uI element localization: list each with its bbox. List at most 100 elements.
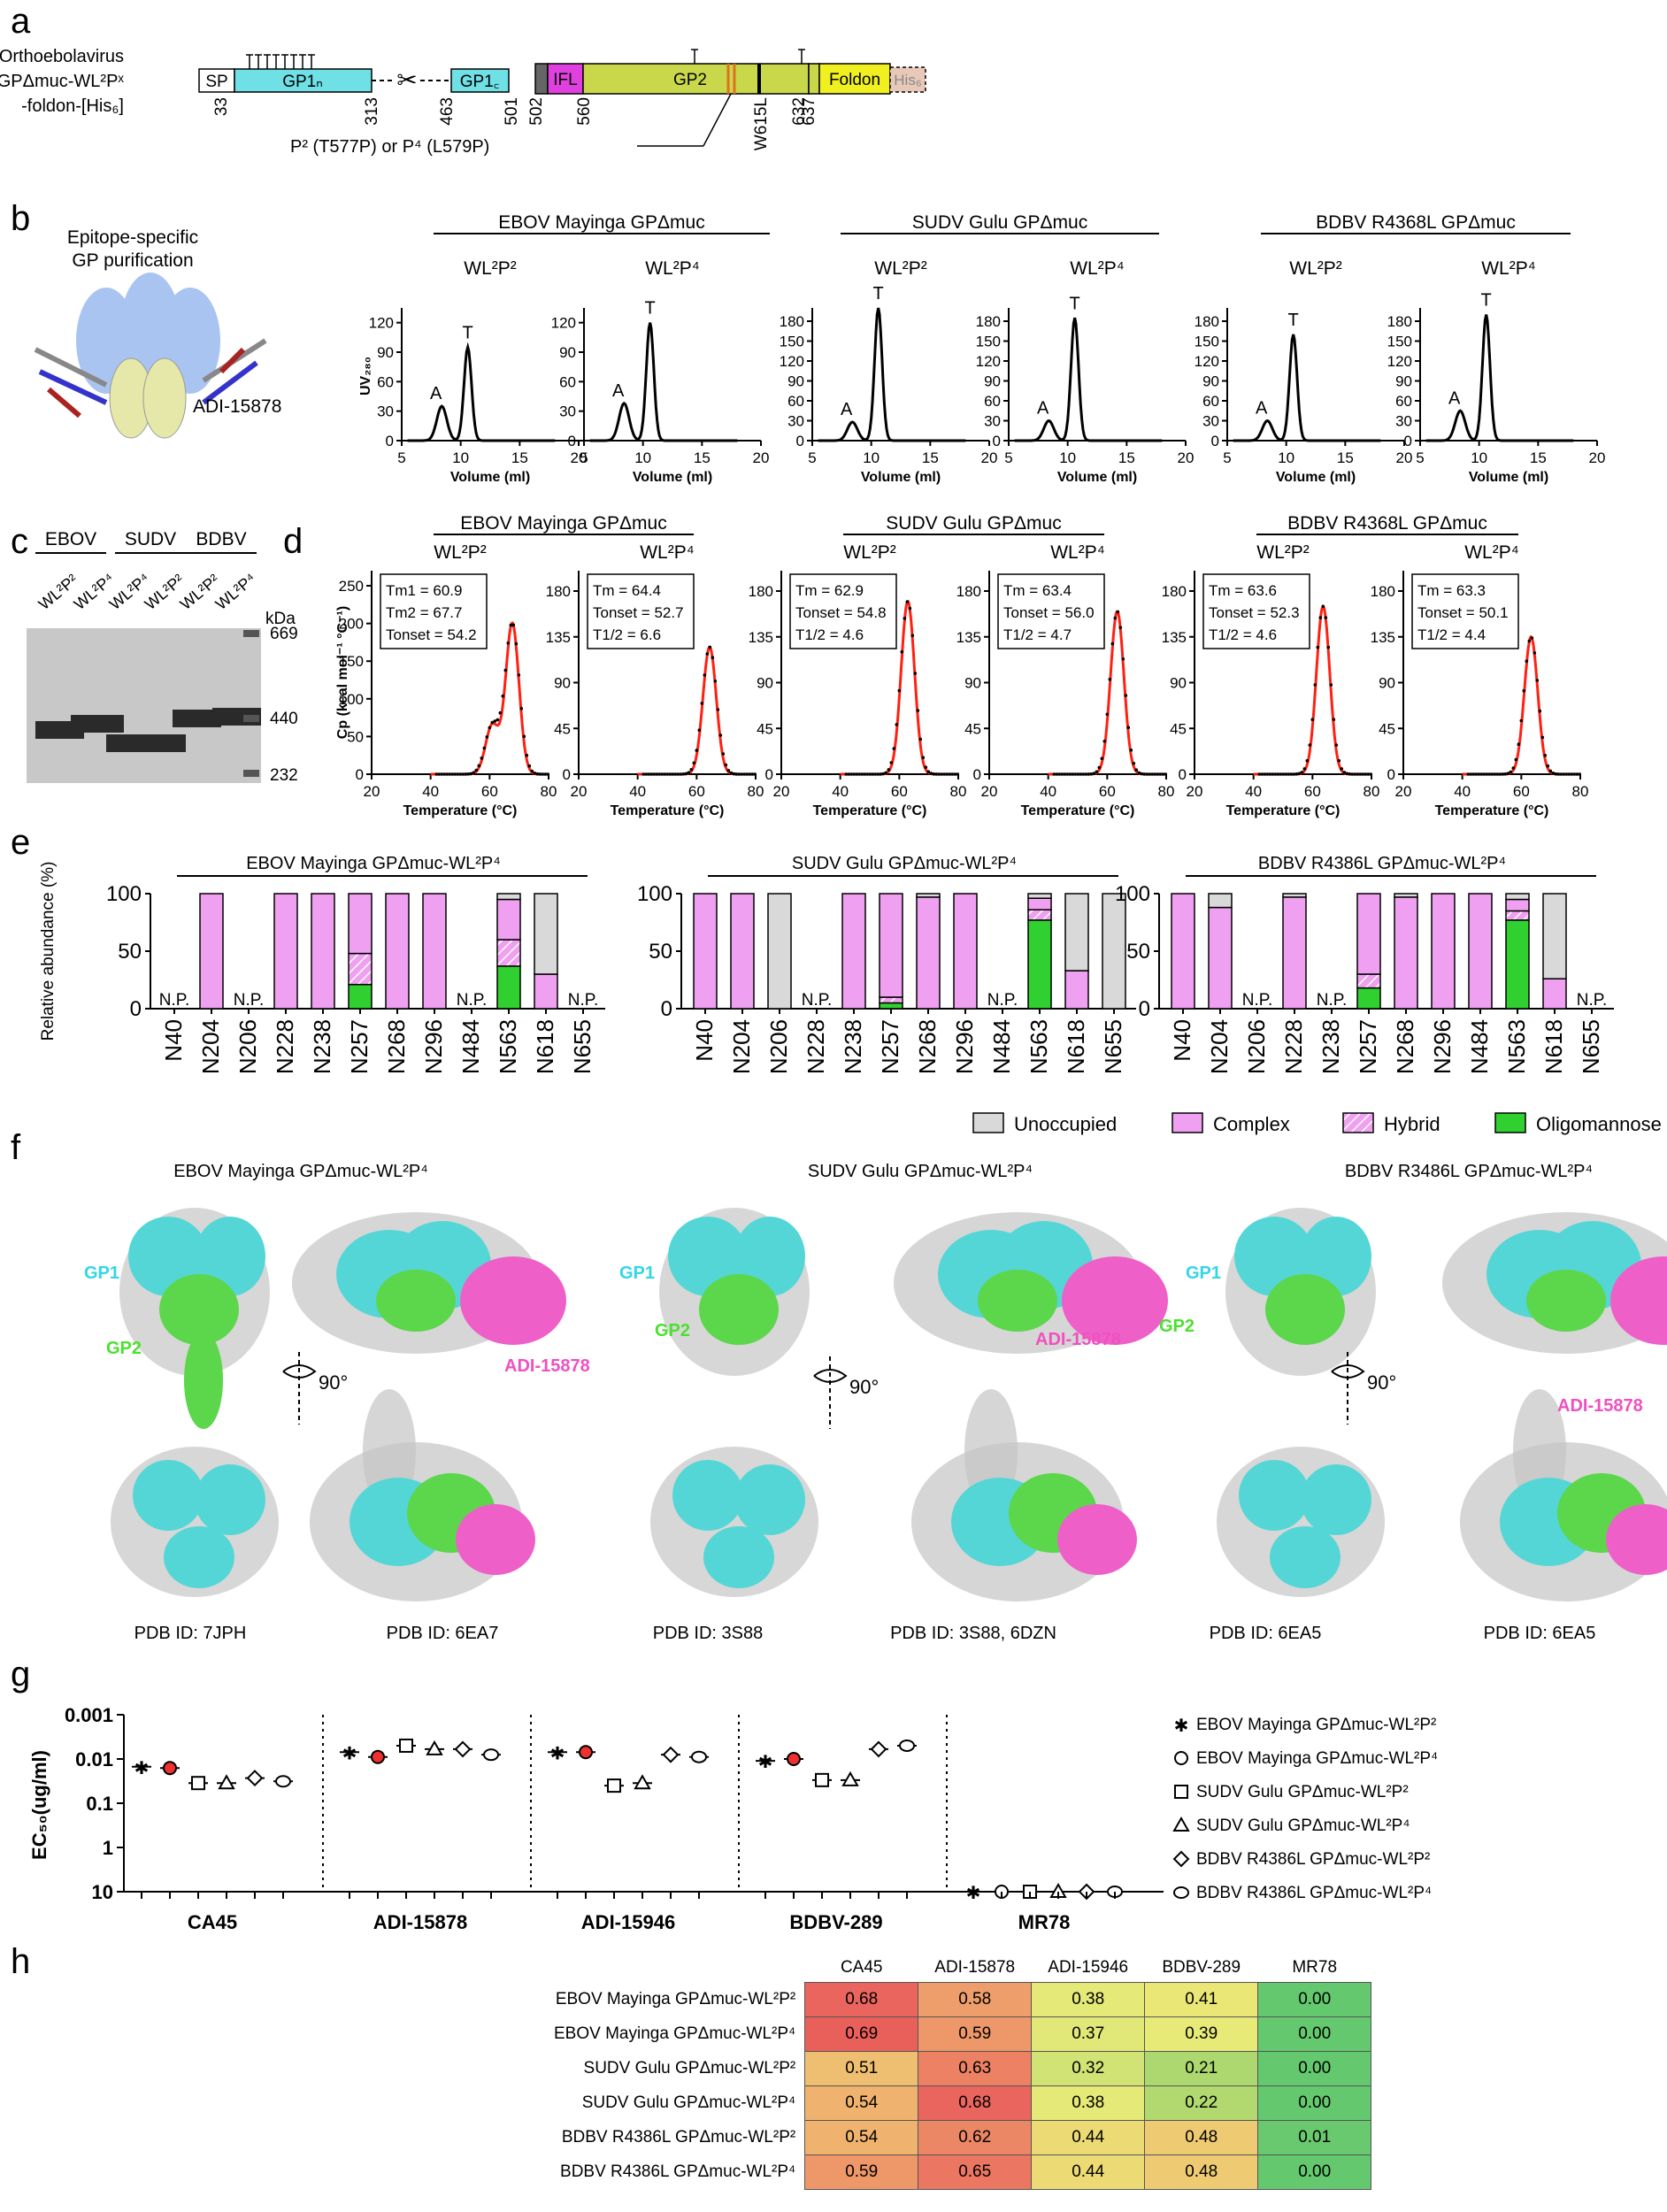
dsc-data-point <box>1164 772 1168 776</box>
y-tick-label: 180 <box>1371 583 1395 600</box>
dsc-data-point <box>1556 772 1561 776</box>
dsc-data-point <box>1273 772 1278 776</box>
x-tick-label: 60 <box>1099 783 1116 800</box>
heatmap-row: BDBV R4386L GPΔmuc-WL²P⁴ 0.59 0.65 0.44 0.48… <box>553 2154 1372 2190</box>
dsc-data-point <box>713 680 718 683</box>
heatmap-cell: 0.38 <box>1031 2085 1146 2121</box>
dsc-data-point <box>918 737 923 741</box>
glycan-bar-segment <box>879 893 903 998</box>
antibody-label: ADI-15878 <box>1035 1330 1121 1349</box>
dsc-data-point <box>1329 683 1333 687</box>
heatmap-row: SUDV Gulu GPΔmuc-WL²P⁴ 0.54 0.68 0.38 0.22 0.… <box>553 2085 1372 2121</box>
ec50-point-star: ✱ <box>134 1759 150 1778</box>
heatmap-cell: 0.51 <box>804 2051 919 2086</box>
dsc-data-point <box>649 772 654 776</box>
peak-label-a: A <box>612 381 625 401</box>
legend-swatch <box>1342 1112 1374 1133</box>
dsc-data-point <box>1514 757 1518 762</box>
dsc-data-point <box>1485 772 1489 776</box>
y-tick-label: 135 <box>546 629 571 646</box>
site-label: N296 <box>951 1019 978 1074</box>
dsc-data-point <box>953 772 957 776</box>
x-tick-label: 20 <box>571 783 588 800</box>
dsc-data-point <box>1348 772 1352 776</box>
dsc-data-point <box>485 735 489 739</box>
pdb-id-label: PDB ID: 6EA5 <box>1484 1624 1596 1643</box>
x-tick-label: 60 <box>481 783 498 800</box>
x-tick-label: 20 <box>1178 449 1195 466</box>
glycan-bar-segment <box>1356 973 1381 989</box>
x-tick-label: 80 <box>1572 783 1589 800</box>
dsc-data-point <box>519 707 524 710</box>
gel-unit: kDa <box>265 610 296 628</box>
peak-label-t: T <box>1481 291 1492 311</box>
heatmap-cell: 0.01 <box>1257 2120 1372 2155</box>
y-tick-label: 150 <box>1387 334 1412 350</box>
np-label: N.P. <box>987 991 1018 1010</box>
gp1-surface <box>1270 1526 1341 1588</box>
dsc-data-point <box>1570 772 1574 776</box>
heatmap-col-header: CA45 <box>840 1958 883 1977</box>
segment-foldon <box>818 63 891 95</box>
heatmap-row-label: BDBV R4386L GPΔmuc-WL²P⁴ <box>560 2162 796 2181</box>
purification-title: Epitope-specific <box>67 227 198 248</box>
y-tick-label: 180 <box>976 313 1001 330</box>
dsc-data-point <box>942 772 947 776</box>
panel-letter-h: h <box>11 1942 31 1981</box>
x-axis-label: Temperature (°C) <box>1021 803 1135 818</box>
ec50-point-circle <box>579 1745 593 1760</box>
stats-text: Tonset = 50.1 <box>1417 604 1509 621</box>
y-tick-label: 90 <box>984 373 1001 390</box>
ec50-point-triangle <box>1172 1816 1190 1832</box>
y-tick-label: 180 <box>546 583 571 600</box>
dsc-data-point <box>1305 759 1310 763</box>
dsc-data-point <box>1065 772 1070 776</box>
peak-label-t: T <box>1288 311 1299 330</box>
dsc-data-point <box>1092 772 1096 775</box>
site-label: N238 <box>309 1019 335 1074</box>
dsc-data-point <box>1153 772 1157 776</box>
dsc-data-point <box>503 668 508 672</box>
y-tick-label: 60 <box>984 393 1001 410</box>
legend-label: Unoccupied <box>1014 1113 1117 1135</box>
x-tick-label: 15 <box>694 449 711 466</box>
y-tick-label: 30 <box>559 403 576 420</box>
dsc-data-point <box>860 772 864 776</box>
dsc-data-point <box>1161 772 1165 776</box>
antibody-surface <box>1062 1256 1168 1345</box>
group-title: SUDV Gulu GPΔmuc <box>912 212 1087 233</box>
peak-label-t: T <box>645 299 656 319</box>
x-axis-label: Volume (ml) <box>1276 470 1356 485</box>
rotation-label: 90° <box>849 1376 879 1398</box>
panel-letter-d: d <box>283 522 303 561</box>
dsc-data-point <box>1522 688 1526 693</box>
dsc-data-point <box>472 771 476 774</box>
dsc-data-point <box>932 772 936 776</box>
mutation-pointer <box>703 93 732 147</box>
stats-text: T1/2 = 4.6 <box>795 626 864 643</box>
dsc-data-point <box>868 772 872 776</box>
glycan-bar-segment <box>1505 893 1530 901</box>
ec50-point-star: ✱ <box>550 1744 565 1763</box>
dsc-data-point <box>1482 772 1486 776</box>
dsc-data-point <box>1294 772 1299 776</box>
y-tick-label: 30 <box>1395 413 1412 430</box>
dsc-data-point <box>849 772 854 776</box>
stats-text: Tonset = 54.2 <box>386 626 477 643</box>
site-label: N484 <box>988 1019 1015 1074</box>
ec50-point-square <box>399 1738 413 1753</box>
site-label: N206 <box>1243 1019 1270 1074</box>
dsc-data-point <box>652 772 657 776</box>
ec50-point-diamond <box>662 1746 680 1763</box>
dsc-data-point <box>1140 772 1144 776</box>
ec50-point-circle <box>371 1749 385 1764</box>
dsc-data-point <box>929 772 933 775</box>
site-label: N228 <box>803 1019 829 1074</box>
dsc-data-point <box>948 772 952 776</box>
dsc-data-point <box>1364 772 1368 776</box>
site-label: N228 <box>272 1019 298 1074</box>
heatmap-row-label: BDBV R4386L GPΔmuc-WL²P² <box>561 2128 796 2147</box>
glycan-bar-segment <box>879 996 903 1004</box>
chart-subtitle: WL²P² <box>434 542 487 563</box>
dsc-data-point <box>1287 772 1291 776</box>
